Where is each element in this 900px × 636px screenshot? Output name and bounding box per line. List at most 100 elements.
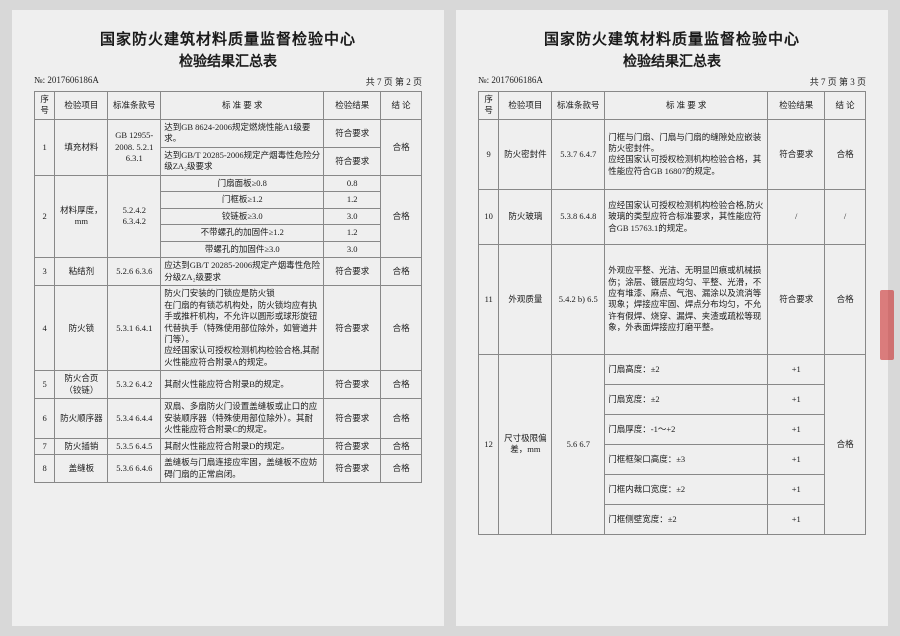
col-item: 检验项目 bbox=[55, 92, 108, 120]
cell-res: 0.8 bbox=[324, 175, 381, 191]
cell-idx: 11 bbox=[479, 244, 499, 354]
cell-req: 门框框架口高度：±3 bbox=[605, 444, 768, 474]
cell-idx: 9 bbox=[479, 119, 499, 189]
col-con: 结 论 bbox=[825, 92, 866, 120]
cell-con: 合格 bbox=[825, 119, 866, 189]
cell-con: 合格 bbox=[381, 119, 422, 175]
cell-res: +1 bbox=[768, 504, 825, 534]
cell-con: 合格 bbox=[825, 354, 866, 534]
table-row: 3 粘结剂 5.2.6 6.3.6 应达到GB/T 20285-2006规定产烟… bbox=[35, 258, 422, 286]
table-row: 4 防火锁 5.3.1 6.4.1 防火门安装的门锁应是防火锁 在门扇的有锁芯机… bbox=[35, 286, 422, 371]
table-row: 11 外观质量 5.4.2 b) 6.5 外观应平整、光洁、无明显凹痕或机械损伤… bbox=[479, 244, 866, 354]
cell-item: 盖缝板 bbox=[55, 455, 108, 483]
cell-idx: 7 bbox=[35, 438, 55, 454]
cell-req: 铰链板≥3.0 bbox=[161, 208, 324, 224]
table-row: 8 盖缝板 5.3.6 6.4.6 盖缝板与门扇连接应牢固，盖缝板不应妨碍门扇的… bbox=[35, 455, 422, 483]
table-row: 12 尺寸极限偏差，mm 5.6 6.7 门扇高度：±2 +1 合格 bbox=[479, 354, 866, 384]
cell-req: 门框与门扇、门扇与门扇的缝隙处应嵌装防火密封件。 应经国家认可授权检测机构检验合… bbox=[605, 119, 768, 189]
title-block: 国家防火建筑材料质量监督检验中心 检验结果汇总表 bbox=[34, 28, 422, 71]
cell-item: 填充材料 bbox=[55, 119, 108, 175]
cell-res: +1 bbox=[768, 474, 825, 504]
cell-req: 达到GB 8624-2006规定燃烧性能A1级要求。 bbox=[161, 119, 324, 147]
cell-res: 3.0 bbox=[324, 241, 381, 257]
cell-req: 双扇、多扇防火门设置盖缝板或止口的应安装顺序器（特殊使用部位除外）。其耐火性能应… bbox=[161, 399, 324, 438]
cell-res: 符合要求 bbox=[324, 286, 381, 371]
cell-std: 5.6 6.7 bbox=[552, 354, 605, 534]
cell-idx: 6 bbox=[35, 399, 55, 438]
title-block: 国家防火建筑材料质量监督检验中心 检验结果汇总表 bbox=[478, 28, 866, 71]
report-page-2: 国家防火建筑材料质量监督检验中心 检验结果汇总表 №: 2017606186A … bbox=[12, 10, 444, 626]
table-row: 9 防火密封件 5.3.7 6.4.7 门框与门扇、门扇与门扇的缝隙处应嵌装防火… bbox=[479, 119, 866, 189]
cell-res: 符合要求 bbox=[324, 258, 381, 286]
cell-con: 合格 bbox=[381, 399, 422, 438]
red-seal-icon bbox=[880, 290, 894, 360]
cell-idx: 1 bbox=[35, 119, 55, 175]
report-title: 检验结果汇总表 bbox=[34, 51, 422, 71]
cell-req: 应达到GB/T 20285-2006规定产烟毒性危险分级ZA₂级要求 bbox=[161, 258, 324, 286]
cell-con: 合格 bbox=[381, 258, 422, 286]
cell-idx: 8 bbox=[35, 455, 55, 483]
cell-std: 5.3.4 6.4.4 bbox=[108, 399, 161, 438]
cell-std: 5.3.2 6.4.2 bbox=[108, 371, 161, 399]
cell-item: 尺寸极限偏差，mm bbox=[499, 354, 552, 534]
cell-con: 合格 bbox=[381, 175, 422, 257]
cell-req: 门扇高度：±2 bbox=[605, 354, 768, 384]
cell-req: 应经国家认可授权检测机构检验合格,防火玻璃的类型应符合标准要求，其性能应符合GB… bbox=[605, 189, 768, 244]
col-idx: 序号 bbox=[479, 92, 499, 120]
cell-item: 防火锁 bbox=[55, 286, 108, 371]
org-name: 国家防火建筑材料质量监督检验中心 bbox=[34, 28, 422, 49]
cell-item: 防火合页（铰链） bbox=[55, 371, 108, 399]
cell-req: 门框侧壁宽度：±2 bbox=[605, 504, 768, 534]
cell-item: 防火顺序器 bbox=[55, 399, 108, 438]
cell-res: 符合要求 bbox=[768, 244, 825, 354]
cell-req: 门扇面板≥0.8 bbox=[161, 175, 324, 191]
col-std: 标准条款号 bbox=[108, 92, 161, 120]
cell-item: 外观质量 bbox=[499, 244, 552, 354]
cell-res: 1.2 bbox=[324, 225, 381, 241]
cell-std: GB 12955-2008. 5.2.1 6.3.1 bbox=[108, 119, 161, 175]
cell-res: 符合要求 bbox=[324, 147, 381, 175]
cell-res: 符合要求 bbox=[324, 455, 381, 483]
cell-res: 符合要求 bbox=[324, 371, 381, 399]
cell-std: 5.3.8 6.4.8 bbox=[552, 189, 605, 244]
cell-idx: 10 bbox=[479, 189, 499, 244]
cell-res: +1 bbox=[768, 384, 825, 414]
cell-res: 符合要求 bbox=[324, 119, 381, 147]
col-req: 标 准 要 求 bbox=[605, 92, 768, 120]
table-header-row: 序号 检验项目 标准条款号 标 准 要 求 检验结果 结 论 bbox=[35, 92, 422, 120]
col-item: 检验项目 bbox=[499, 92, 552, 120]
table-row: 6 防火顺序器 5.3.4 6.4.4 双扇、多扇防火门设置盖缝板或止口的应安装… bbox=[35, 399, 422, 438]
cell-std: 5.3.7 6.4.7 bbox=[552, 119, 605, 189]
cell-req: 门扇宽度：±2 bbox=[605, 384, 768, 414]
cell-res: +1 bbox=[768, 354, 825, 384]
cell-req: 防火门安装的门锁应是防火锁 在门扇的有锁芯机构处，防火锁均应有执手或推杆机构，不… bbox=[161, 286, 324, 371]
cell-res: 1.2 bbox=[324, 192, 381, 208]
page-indicator: 共 7 页 第 3 页 bbox=[810, 75, 866, 88]
cell-req: 门框板≥1.2 bbox=[161, 192, 324, 208]
cell-res: +1 bbox=[768, 444, 825, 474]
cell-res: 3.0 bbox=[324, 208, 381, 224]
cell-std: 5.3.1 6.4.1 bbox=[108, 286, 161, 371]
table-row: 5 防火合页（铰链） 5.3.2 6.4.2 其耐火性能应符合附录B的规定。 符… bbox=[35, 371, 422, 399]
meta-row: №: 2017606186A 共 7 页 第 2 页 bbox=[34, 75, 422, 88]
cell-item: 防火玻璃 bbox=[499, 189, 552, 244]
report-page-3: 国家防火建筑材料质量监督检验中心 检验结果汇总表 №: 2017606186A … bbox=[456, 10, 888, 626]
report-title: 检验结果汇总表 bbox=[478, 51, 866, 71]
cell-idx: 12 bbox=[479, 354, 499, 534]
results-table-p2: 序号 检验项目 标准条款号 标 准 要 求 检验结果 结 论 1 填充材料 GB… bbox=[34, 91, 422, 483]
table-row: 1 填充材料 GB 12955-2008. 5.2.1 6.3.1 达到GB 8… bbox=[35, 119, 422, 147]
cell-res: 符合要求 bbox=[768, 119, 825, 189]
col-res: 检验结果 bbox=[324, 92, 381, 120]
cell-idx: 2 bbox=[35, 175, 55, 257]
cell-idx: 3 bbox=[35, 258, 55, 286]
cell-std: 5.3.5 6.4.5 bbox=[108, 438, 161, 454]
cell-req: 不带螺孔的加固件≥1.2 bbox=[161, 225, 324, 241]
cell-con: 合格 bbox=[381, 371, 422, 399]
meta-row: №: 2017606186A 共 7 页 第 3 页 bbox=[478, 75, 866, 88]
cell-res: +1 bbox=[768, 414, 825, 444]
cell-std: 5.4.2 b) 6.5 bbox=[552, 244, 605, 354]
cell-item: 粘结剂 bbox=[55, 258, 108, 286]
results-table-p3: 序号 检验项目 标准条款号 标 准 要 求 检验结果 结 论 9 防火密封件 5… bbox=[478, 91, 866, 535]
cell-req: 外观应平整、光洁、无明显凹痕或机械损伤；涂层、镀层应均匀、平整、光滑，不应有堆漆… bbox=[605, 244, 768, 354]
cell-req: 达到GB/T 20285-2006规定产烟毒性危险分级ZA₂级要求 bbox=[161, 147, 324, 175]
